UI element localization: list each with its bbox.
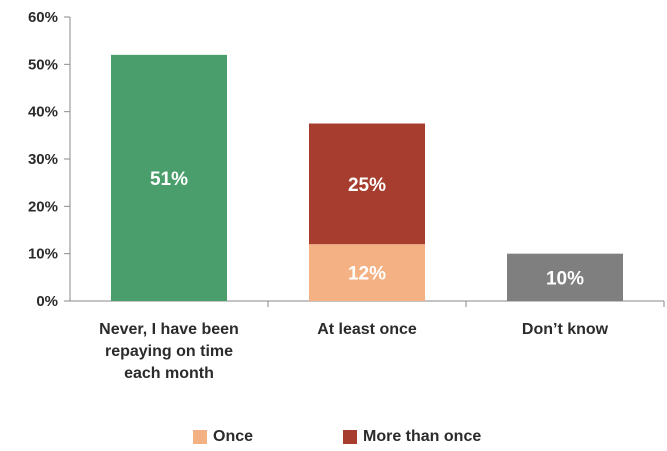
bar-segment — [309, 244, 425, 301]
data-label: 51% — [150, 169, 188, 190]
data-label: 10% — [546, 268, 584, 289]
y-tick-label: 60% — [28, 9, 58, 26]
bar-segment — [507, 253, 623, 301]
legend-item-once: Once — [193, 428, 253, 446]
data-label: 12% — [348, 264, 386, 285]
legend-label-more-than-once: More than once — [363, 428, 482, 445]
bar-segment — [111, 54, 227, 301]
legend: Once More than once — [0, 428, 667, 450]
legend-item-more-than-once: More than once — [343, 428, 481, 446]
x-category-label: At least once — [317, 321, 417, 338]
y-tick-label: 10% — [28, 246, 58, 263]
data-label: 25% — [348, 175, 386, 196]
y-tick-label: 50% — [28, 56, 58, 73]
y-tick-label: 0% — [36, 293, 58, 310]
legend-label-once: Once — [213, 428, 254, 445]
x-category-label: Never, I have been repaying on time each m… — [99, 321, 239, 382]
legend-swatch-more-than-once — [343, 430, 357, 444]
y-tick-label: 30% — [28, 151, 58, 168]
y-tick-label: 40% — [28, 104, 58, 121]
y-tick-label: 20% — [28, 198, 58, 215]
legend-swatch-once — [193, 430, 207, 444]
bar-segment — [309, 123, 425, 245]
x-category-label: Don’t know — [521, 321, 609, 338]
